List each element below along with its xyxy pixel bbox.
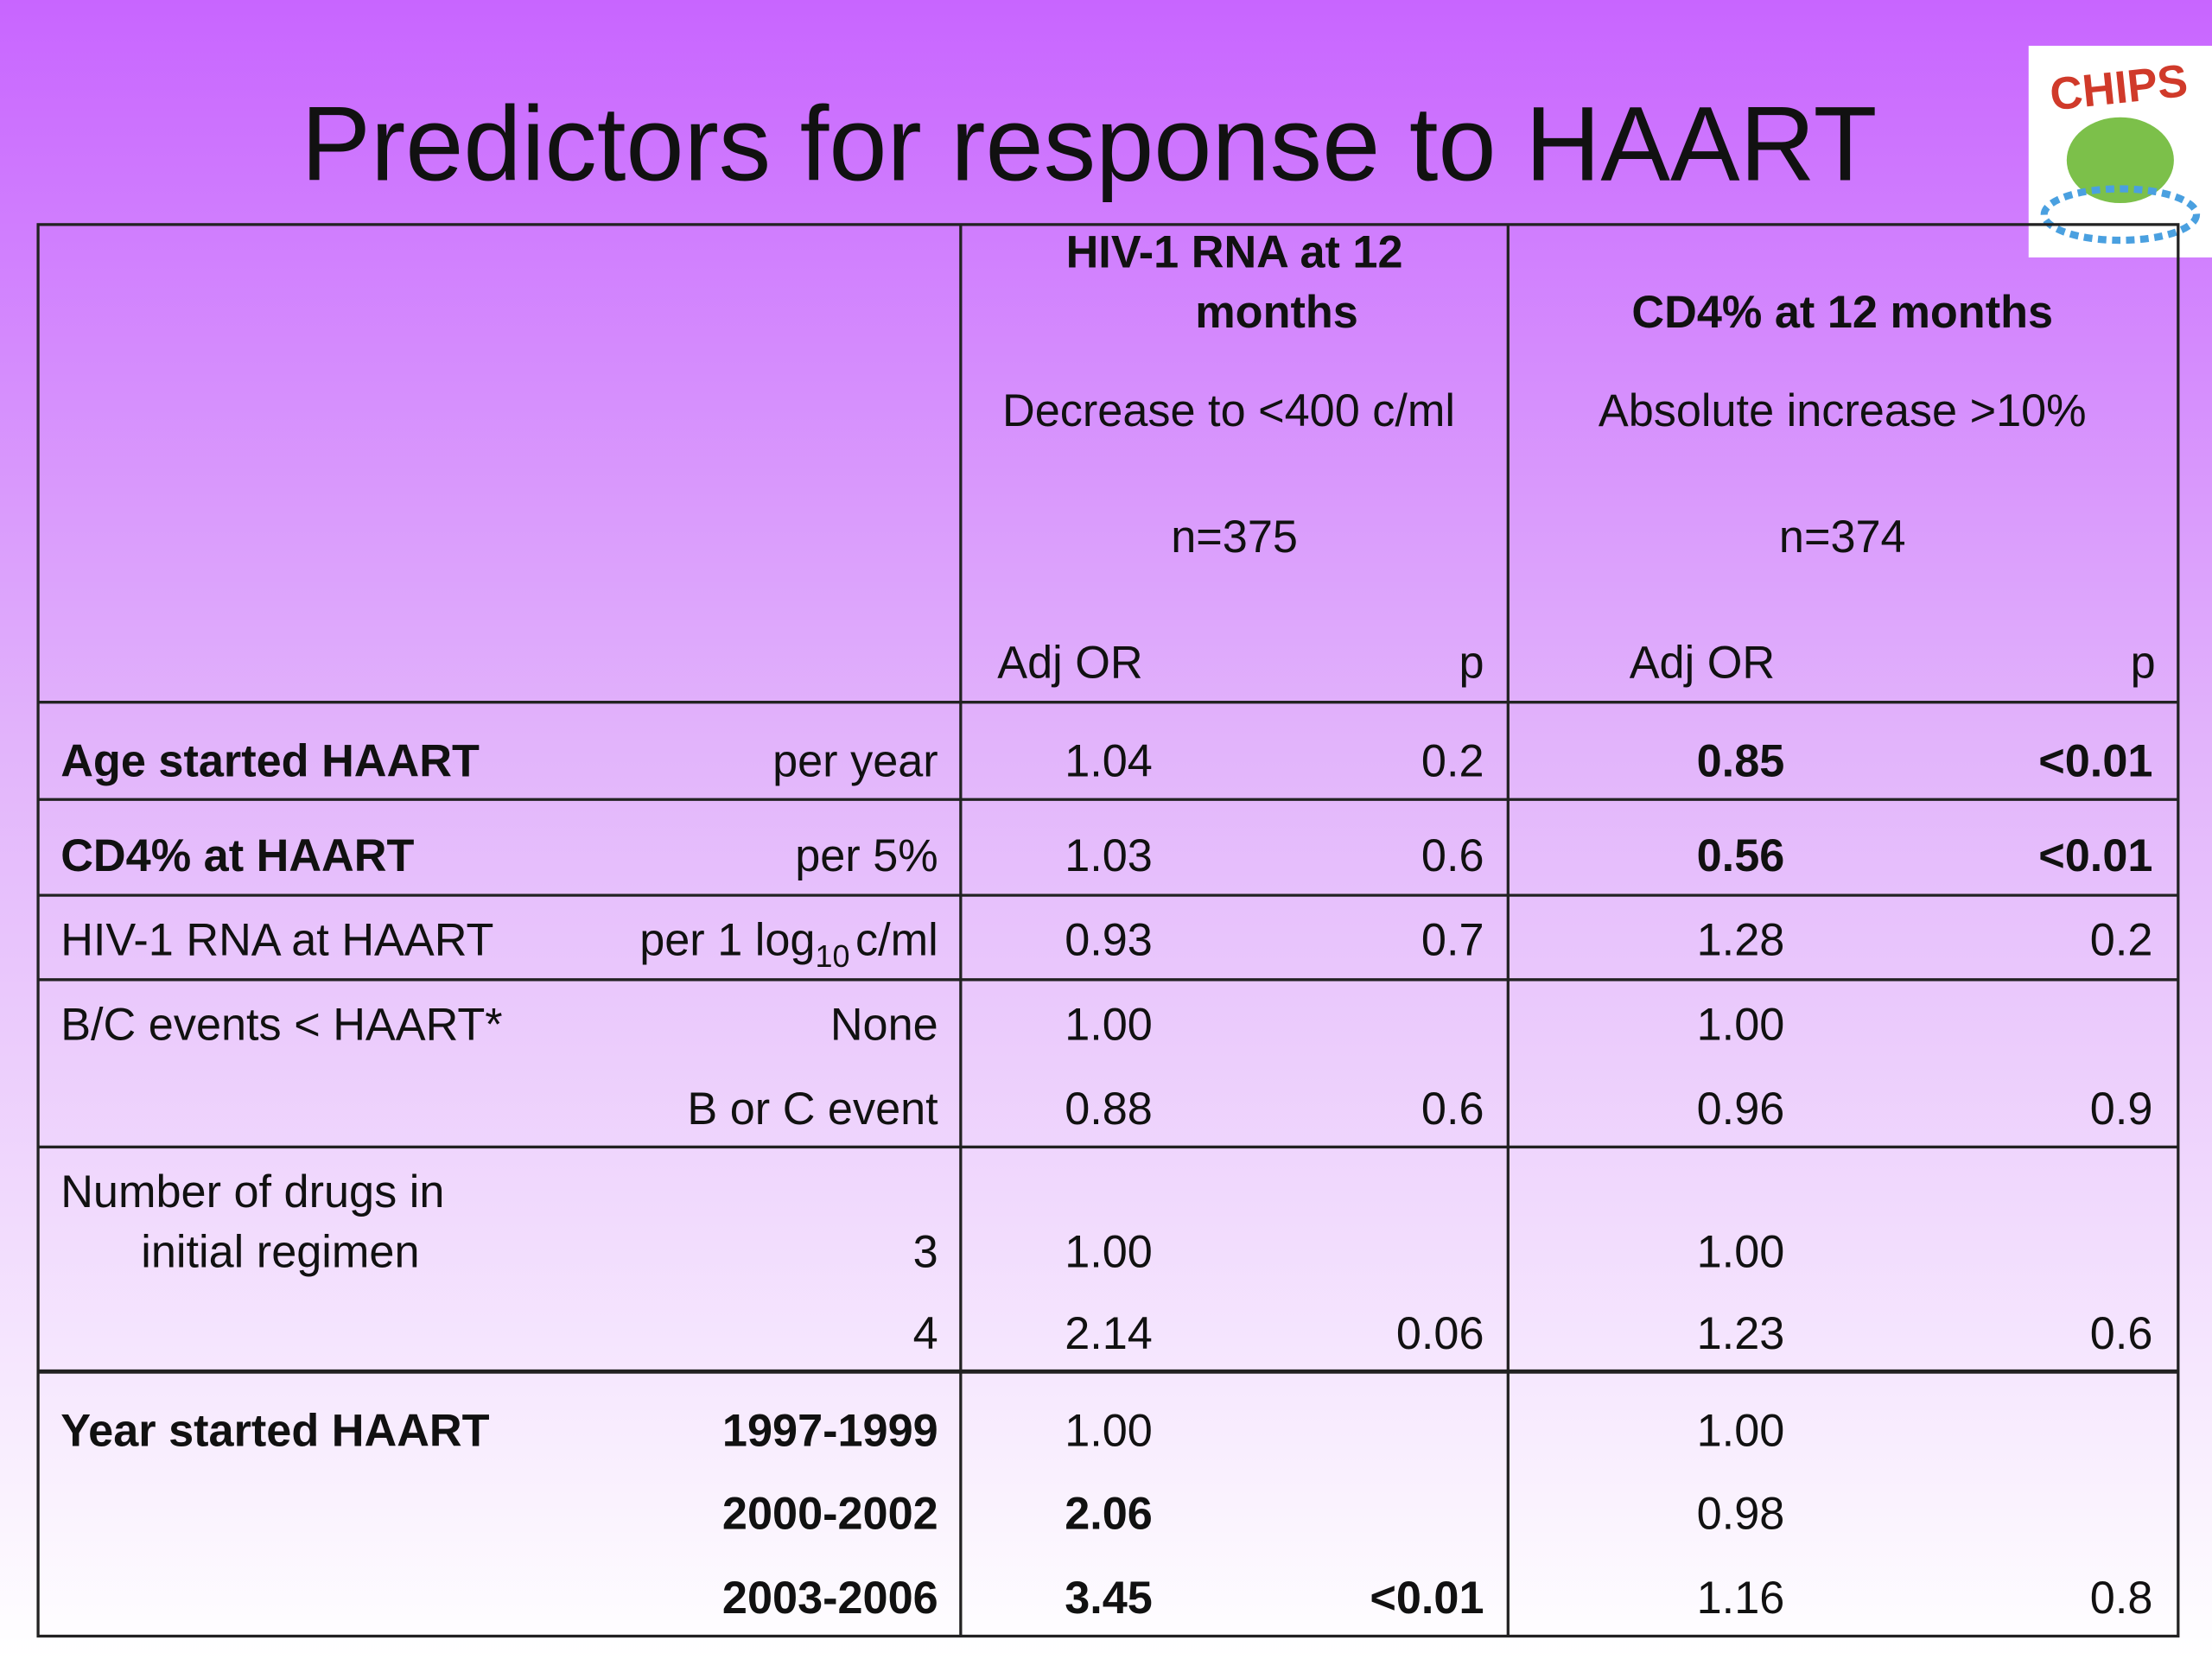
p-value: 0.6 — [2090, 1308, 2153, 1359]
row-label: initial regimen — [141, 1226, 419, 1277]
slide-title: Predictors for response to HAART — [301, 85, 1877, 203]
p-value: <0.01 — [2038, 830, 2152, 881]
adj-or: 2.14 — [1065, 1308, 1153, 1359]
column-title: HIV-1 RNA at 12 — [1066, 226, 1403, 277]
column-subtitle: Decrease to <400 c/ml — [1002, 385, 1455, 436]
row-level: 4 — [913, 1308, 938, 1359]
adj-or: 1.00 — [1697, 1405, 1785, 1456]
level-text: per 1 log — [639, 914, 815, 965]
row-level: None — [830, 999, 938, 1050]
adj-or: 0.56 — [1697, 830, 1785, 881]
column-or-label: Adj OR — [1630, 637, 1775, 688]
p-value: <0.01 — [2038, 735, 2152, 786]
adj-or: 1.00 — [1697, 999, 1785, 1050]
adj-or: 1.03 — [1065, 830, 1153, 881]
p-value: 0.7 — [1421, 914, 1484, 965]
level-subscript: 10 — [815, 938, 849, 974]
table — [36, 223, 2180, 1638]
column-or-label: Adj OR — [997, 637, 1142, 688]
adj-or: 1.00 — [1065, 1226, 1153, 1277]
row-label: HIV-1 RNA at HAART — [60, 914, 493, 965]
column-title: CD4% at 12 months — [1631, 287, 2053, 338]
column-subtitle: Absolute increase >10% — [1599, 385, 2087, 436]
p-value: 0.6 — [1421, 1084, 1484, 1135]
adj-or: 1.00 — [1697, 1226, 1785, 1277]
level-unit: c/ml — [855, 914, 938, 965]
row-label: Year started HAART — [60, 1405, 489, 1456]
row-level: 2003-2006 — [722, 1573, 938, 1624]
adj-or: 3.45 — [1065, 1573, 1153, 1624]
p-value: 0.6 — [1421, 830, 1484, 881]
row-label: CD4% at HAART — [60, 830, 414, 881]
p-value: 0.2 — [2090, 914, 2153, 965]
adj-or: 0.96 — [1697, 1084, 1785, 1135]
p-value: 0.9 — [2090, 1084, 2153, 1135]
logo-map — [2066, 117, 2174, 204]
logo: CHIPS — [2028, 45, 2212, 257]
row-level: per year — [772, 735, 938, 786]
row-level: 1997-1999 — [722, 1405, 938, 1456]
adj-or: 0.85 — [1697, 735, 1785, 786]
row-level: 3 — [913, 1226, 938, 1277]
adj-or: 1.04 — [1065, 735, 1153, 786]
column-p-label: p — [2131, 637, 2156, 688]
row-level: per 5% — [795, 830, 938, 881]
row-label: B/C events < HAART* — [60, 999, 502, 1050]
adj-or: 1.16 — [1697, 1573, 1785, 1624]
row-level: 2000-2002 — [722, 1488, 938, 1539]
adj-or: 0.98 — [1697, 1488, 1785, 1539]
adj-or: 0.88 — [1065, 1084, 1153, 1135]
p-value: 0.8 — [2090, 1573, 2153, 1624]
p-value: 0.06 — [1396, 1308, 1484, 1359]
column-n: n=375 — [1171, 512, 1298, 563]
p-value: 0.2 — [1421, 735, 1484, 786]
row-level: per 1 log10 c/ml — [639, 914, 938, 974]
adj-or: 0.93 — [1065, 914, 1153, 965]
row-level: B or C event — [687, 1084, 938, 1135]
row-label: Age started HAART — [60, 735, 480, 786]
column-n: n=374 — [1779, 512, 1906, 563]
p-value: <0.01 — [1370, 1573, 1484, 1624]
column-p-label: p — [1459, 637, 1484, 688]
row-label: Number of drugs in — [60, 1166, 444, 1217]
logo-ring — [2040, 185, 2201, 245]
adj-or: 2.06 — [1065, 1488, 1153, 1539]
adj-or: 1.23 — [1697, 1308, 1785, 1359]
adj-or: 1.00 — [1065, 1405, 1153, 1456]
table-border — [36, 223, 2180, 1638]
adj-or: 1.28 — [1697, 914, 1785, 965]
column-title: months — [1195, 287, 1358, 338]
adj-or: 1.00 — [1065, 999, 1153, 1050]
